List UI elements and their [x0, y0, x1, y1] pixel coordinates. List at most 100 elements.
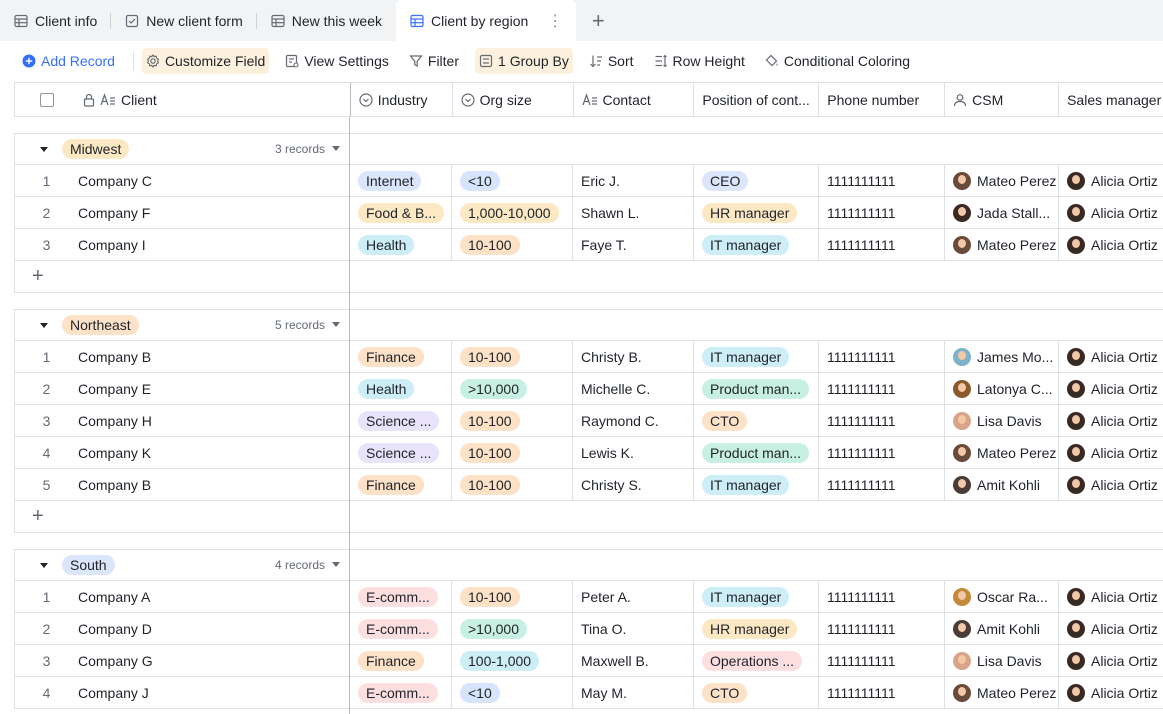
sales-manager-cell[interactable]: Alicia Ortiz [1059, 341, 1163, 372]
phone-cell[interactable]: 1111111111 [819, 229, 945, 260]
org-size-cell[interactable]: 100-1,000 [452, 645, 573, 676]
org-size-cell[interactable]: <10 [452, 677, 573, 708]
phone-cell[interactable]: 1111111111 [819, 341, 945, 372]
industry-cell[interactable]: E-comm... [350, 677, 452, 708]
contact-cell[interactable]: Lewis K. [573, 437, 694, 468]
table-row[interactable]: 5 Company B Finance 10-100 Christy S. IT mana… [15, 469, 1163, 501]
position-cell[interactable]: Product man... [694, 373, 819, 404]
header-org-size[interactable]: Org size [453, 83, 574, 116]
header-position[interactable]: Position of cont... [694, 83, 820, 116]
org-size-cell[interactable]: >10,000 [452, 613, 573, 644]
group-record-count[interactable]: 3 records [275, 142, 340, 156]
industry-cell[interactable]: Finance [350, 645, 452, 676]
header-client[interactable]: Client [15, 83, 351, 116]
sales-manager-cell[interactable]: Alicia Ortiz [1059, 469, 1163, 500]
tab-client-by-region[interactable]: Client by region ⋮ [396, 0, 577, 41]
sales-manager-cell[interactable]: Alicia Ortiz [1059, 613, 1163, 644]
position-cell[interactable]: Product man... [694, 437, 819, 468]
more-options-icon[interactable]: ⋮ [547, 12, 563, 30]
sales-manager-cell[interactable]: Alicia Ortiz [1059, 229, 1163, 260]
position-cell[interactable]: CTO [694, 405, 819, 436]
industry-cell[interactable]: Finance [350, 469, 452, 500]
sales-manager-cell[interactable]: Alicia Ortiz [1059, 197, 1163, 228]
csm-cell[interactable]: Jada Stall... [945, 197, 1059, 228]
client-name[interactable]: Company K [78, 444, 152, 461]
group-record-count[interactable]: 5 records [275, 318, 340, 332]
position-cell[interactable]: HR manager [694, 613, 819, 644]
table-row[interactable]: 2 Company D E-comm... >10,000 Tina O. HR mana… [15, 613, 1163, 645]
contact-cell[interactable]: May M. [573, 677, 694, 708]
position-cell[interactable]: CEO [694, 165, 819, 196]
client-name[interactable]: Company I [78, 236, 146, 253]
header-sales-manager[interactable]: Sales manager [1059, 83, 1163, 116]
header-contact[interactable]: Contact [574, 83, 695, 116]
sales-manager-cell[interactable]: Alicia Ortiz [1059, 373, 1163, 404]
sort-button[interactable]: Sort [585, 48, 638, 74]
org-size-cell[interactable]: >10,000 [452, 373, 573, 404]
csm-cell[interactable]: Lisa Davis [945, 405, 1059, 436]
contact-cell[interactable]: Faye T. [573, 229, 694, 260]
industry-cell[interactable]: Finance [350, 341, 452, 372]
table-row[interactable]: 4 Company J E-comm... <10 May M. CTO 111111111… [15, 677, 1163, 709]
phone-cell[interactable]: 1111111111 [819, 437, 945, 468]
table-row[interactable]: 4 Company K Science ... 10-100 Lewis K. Produ… [15, 437, 1163, 469]
view-settings-button[interactable]: View Settings [281, 48, 393, 74]
phone-cell[interactable]: 1111111111 [819, 613, 945, 644]
csm-cell[interactable]: Amit Kohli [945, 469, 1059, 500]
collapse-caret-icon[interactable] [40, 562, 48, 568]
tab-new-this-week[interactable]: New this week [257, 0, 396, 41]
table-row[interactable]: 2 Company E Health >10,000 Michelle C. Produc… [15, 373, 1163, 405]
sales-manager-cell[interactable]: Alicia Ortiz [1059, 645, 1163, 676]
contact-cell[interactable]: Michelle C. [573, 373, 694, 404]
contact-cell[interactable]: Christy B. [573, 341, 694, 372]
csm-cell[interactable]: Mateo Perez [945, 677, 1059, 708]
sales-manager-cell[interactable]: Alicia Ortiz [1059, 437, 1163, 468]
csm-cell[interactable]: Mateo Perez [945, 437, 1059, 468]
industry-cell[interactable]: E-comm... [350, 613, 452, 644]
table-row[interactable]: 1 Company A E-comm... 10-100 Peter A. IT mana… [15, 581, 1163, 613]
phone-cell[interactable]: 1111111111 [819, 645, 945, 676]
client-name[interactable]: Company E [78, 380, 152, 397]
industry-cell[interactable]: Health [350, 373, 452, 404]
position-cell[interactable]: IT manager [694, 581, 819, 612]
table-row[interactable]: 3 Company I Health 10-100 Faye T. IT manager 1… [15, 229, 1163, 261]
phone-cell[interactable]: 1111111111 [819, 373, 945, 404]
group-header[interactable]: Midwest 3 records [15, 134, 1163, 165]
org-size-cell[interactable]: 1,000-10,000 [452, 197, 573, 228]
org-size-cell[interactable]: 10-100 [452, 229, 573, 260]
csm-cell[interactable]: Latonya C... [945, 373, 1059, 404]
group-header[interactable]: Northeast 5 records [15, 310, 1163, 341]
position-cell[interactable]: IT manager [694, 229, 819, 260]
add-view-button[interactable]: + [576, 0, 620, 41]
csm-cell[interactable]: Mateo Perez [945, 229, 1059, 260]
client-name[interactable]: Company F [78, 204, 151, 221]
collapse-caret-icon[interactable] [40, 146, 48, 152]
csm-cell[interactable]: James Mo... [945, 341, 1059, 372]
csm-cell[interactable]: Amit Kohli [945, 613, 1059, 644]
phone-cell[interactable]: 1111111111 [819, 581, 945, 612]
org-size-cell[interactable]: 10-100 [452, 341, 573, 372]
add-record-button[interactable]: Add Record [18, 48, 119, 74]
select-all-checkbox[interactable] [39, 92, 54, 107]
position-cell[interactable]: Operations ... [694, 645, 819, 676]
header-csm[interactable]: CSM [945, 83, 1060, 116]
industry-cell[interactable]: Health [350, 229, 452, 260]
phone-cell[interactable]: 1111111111 [819, 469, 945, 500]
industry-cell[interactable]: Science ... [350, 405, 452, 436]
org-size-cell[interactable]: <10 [452, 165, 573, 196]
phone-cell[interactable]: 1111111111 [819, 165, 945, 196]
add-row-button[interactable]: + [15, 261, 1163, 293]
sales-manager-cell[interactable]: Alicia Ortiz [1059, 405, 1163, 436]
table-row[interactable]: 1 Company B Finance 10-100 Christy B. IT mana… [15, 341, 1163, 373]
conditional-coloring-button[interactable]: Conditional Coloring [761, 48, 914, 74]
client-name[interactable]: Company B [78, 476, 152, 493]
csm-cell[interactable]: Lisa Davis [945, 645, 1059, 676]
customize-field-button[interactable]: Customize Field [141, 48, 270, 74]
filter-button[interactable]: Filter [405, 48, 463, 74]
org-size-cell[interactable]: 10-100 [452, 469, 573, 500]
add-row-button[interactable]: + [15, 501, 1163, 533]
table-row[interactable]: 2 Company F Food & B... 1,000-10,000 Shawn L… [15, 197, 1163, 229]
header-phone[interactable]: Phone number [819, 83, 946, 116]
client-name[interactable]: Company B [78, 348, 152, 365]
client-name[interactable]: Company C [78, 172, 152, 189]
